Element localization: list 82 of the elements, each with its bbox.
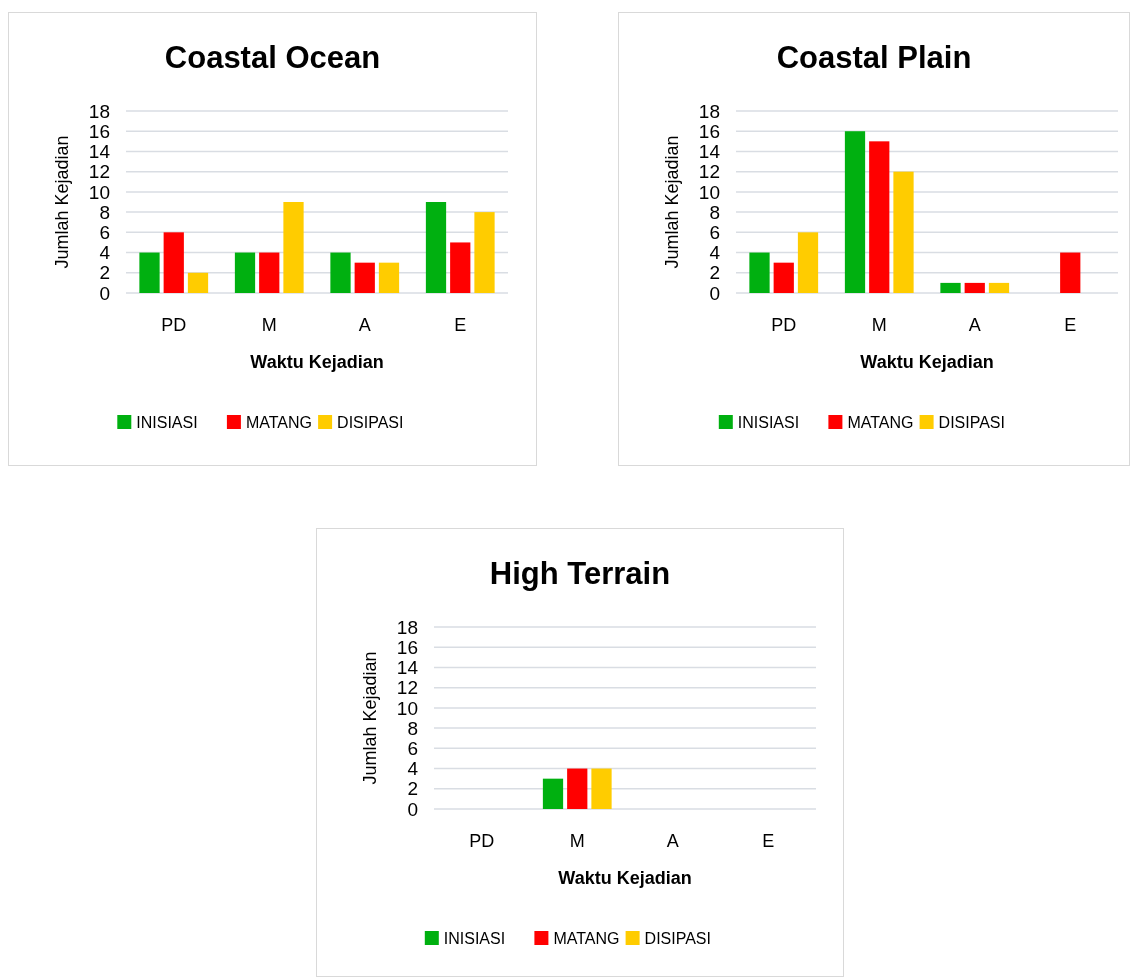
y-tick-label: 10 — [396, 697, 418, 719]
legend-label: INISIASI — [443, 929, 506, 947]
y-tick-label: 12 — [396, 677, 418, 699]
x-tick-label: M — [569, 831, 585, 851]
x-tick-label: A — [968, 315, 981, 335]
y-axis-title: Jumlah Kejadian — [662, 135, 682, 269]
legend-label: MATANG — [847, 413, 914, 431]
legend-label: DISIPASI — [644, 929, 711, 947]
bar — [354, 262, 375, 293]
x-tick-label: A — [666, 831, 679, 851]
legend-label: MATANG — [553, 929, 620, 947]
bar — [234, 252, 256, 293]
y-tick-label: 8 — [99, 201, 110, 223]
bar — [283, 202, 304, 293]
y-tick-label: 18 — [698, 100, 720, 122]
y-tick-label: 2 — [407, 778, 418, 800]
bar — [844, 131, 866, 293]
x-tick-label: E — [1064, 315, 1077, 335]
bar — [450, 242, 471, 293]
legend-label: DISIPASI — [938, 413, 1005, 431]
bar — [749, 252, 770, 293]
y-tick-label: 18 — [88, 100, 110, 122]
x-axis-title: Waktu Kejadian — [558, 868, 692, 888]
bar — [773, 262, 794, 293]
y-tick-label: 6 — [407, 737, 418, 759]
y-tick-label: 4 — [407, 758, 419, 780]
chart-title: Coastal Plain — [776, 40, 972, 75]
bar — [139, 252, 160, 293]
bar — [964, 282, 985, 293]
y-tick-label: 16 — [698, 120, 720, 142]
x-axis-title: Waktu Kejadian — [250, 352, 384, 372]
x-tick-label: PD — [161, 315, 187, 335]
y-tick-label: 12 — [698, 161, 720, 183]
x-tick-label: M — [261, 315, 277, 335]
y-tick-label: 4 — [709, 242, 721, 264]
legend-label: MATANG — [245, 413, 312, 431]
bar — [187, 272, 209, 293]
y-tick-label: 16 — [396, 636, 418, 658]
x-tick-label: PD — [469, 831, 495, 851]
chart-title: High Terrain — [489, 556, 671, 591]
x-tick-label: M — [871, 315, 887, 335]
y-tick-label: 10 — [698, 181, 720, 203]
x-tick-label: E — [762, 831, 775, 851]
y-tick-label: 18 — [396, 616, 418, 638]
bar — [330, 252, 351, 293]
y-tick-label: 14 — [396, 657, 419, 679]
x-tick-label: E — [454, 315, 467, 335]
bar — [425, 202, 447, 293]
y-tick-label: 0 — [709, 282, 720, 304]
y-tick-label: 10 — [88, 181, 110, 203]
y-tick-label: 16 — [88, 120, 110, 142]
bar — [797, 232, 819, 293]
y-tick-label: 12 — [88, 161, 110, 183]
y-tick-label: 8 — [709, 201, 720, 223]
bar — [259, 252, 280, 293]
y-tick-label: 4 — [99, 242, 111, 264]
y-tick-label: 14 — [88, 141, 111, 163]
y-tick-label: 2 — [709, 262, 720, 284]
bar — [163, 232, 184, 293]
bar — [869, 141, 890, 293]
bar — [1060, 252, 1081, 293]
y-tick-label: 0 — [99, 282, 110, 304]
bar — [893, 171, 914, 293]
y-tick-label: 2 — [99, 262, 110, 284]
y-tick-label: 14 — [698, 141, 721, 163]
y-axis-title: Jumlah Kejadian — [52, 135, 72, 269]
x-tick-label: PD — [771, 315, 797, 335]
bar — [378, 262, 400, 293]
y-tick-label: 0 — [407, 798, 418, 820]
x-axis-title: Waktu Kejadian — [860, 352, 994, 372]
legend-label: INISIASI — [737, 413, 800, 431]
y-tick-label: 6 — [709, 221, 720, 243]
chart-title: Coastal Ocean — [164, 40, 381, 75]
y-tick-label: 6 — [99, 221, 110, 243]
legend-label: DISIPASI — [337, 413, 404, 431]
legend-label: INISIASI — [136, 413, 198, 431]
y-tick-label: 8 — [407, 717, 418, 739]
x-tick-label: A — [358, 315, 371, 335]
bar — [474, 212, 495, 293]
bar — [940, 282, 961, 293]
y-axis-title: Jumlah Kejadian — [360, 651, 380, 785]
bar — [988, 282, 1010, 293]
